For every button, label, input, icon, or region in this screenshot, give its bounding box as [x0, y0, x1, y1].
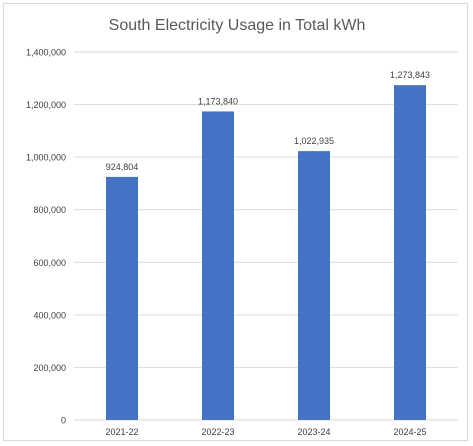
- x-tick-label: 2024-25: [393, 427, 426, 437]
- bar-2022-23: [202, 111, 234, 421]
- y-tick-label: 800,000: [33, 205, 66, 215]
- data-label: 1,022,935: [294, 136, 334, 146]
- bar-2024-25: [394, 85, 426, 421]
- y-axis-ticks: 0 200,000 400,000 600,000 800,000 1,000,000 1,…: [26, 48, 66, 426]
- y-tick-label: 600,000: [33, 258, 66, 268]
- bars: [106, 85, 426, 421]
- bar-2023-24: [298, 151, 330, 420]
- bar-2021-22: [106, 176, 138, 420]
- y-tick-label: 200,000: [33, 363, 66, 373]
- data-labels: 924,804 1,173,840 1,022,935 1,273,843: [106, 70, 430, 172]
- y-tick-label: 1,000,000: [26, 153, 66, 163]
- chart-frame: [3, 3, 468, 441]
- chart-title: South Electricity Usage in Total kWh: [109, 17, 366, 34]
- y-tick-label: 0: [61, 416, 66, 426]
- x-tick-label: 2023-24: [297, 427, 330, 437]
- y-tick-label: 1,200,000: [26, 100, 66, 110]
- data-label: 924,804: [106, 162, 139, 172]
- x-tick-label: 2021-22: [105, 427, 138, 437]
- x-tick-label: 2022-23: [201, 427, 234, 437]
- data-label: 1,273,843: [390, 70, 430, 80]
- y-tick-label: 1,400,000: [26, 48, 66, 58]
- data-label: 1,173,840: [198, 96, 238, 106]
- y-tick-label: 400,000: [33, 310, 66, 320]
- x-axis-ticks: 2021-22 2022-23 2023-24 2024-25: [105, 427, 426, 437]
